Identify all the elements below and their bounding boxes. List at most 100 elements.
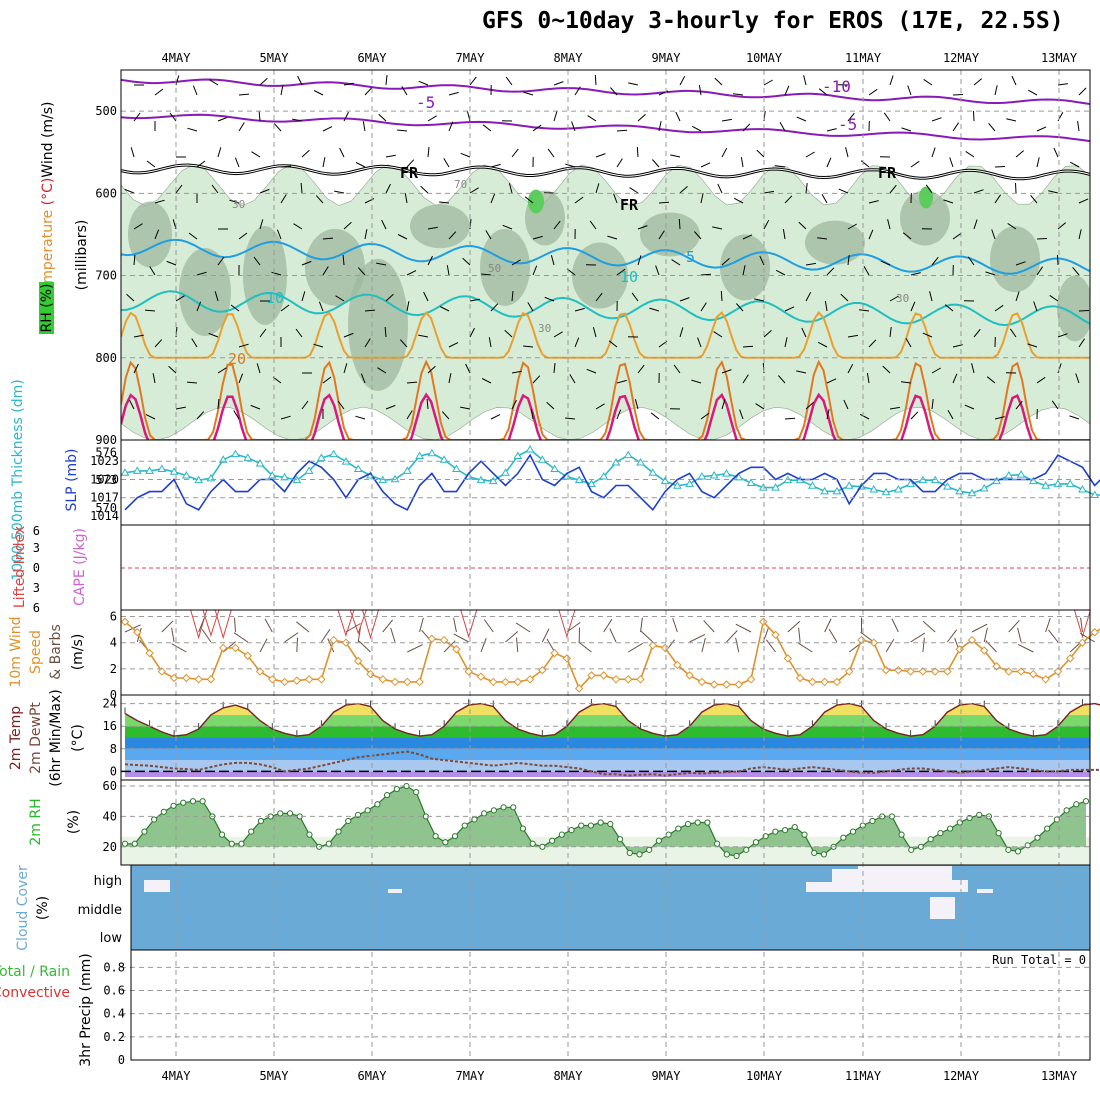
thickness-point [231, 449, 240, 458]
wind-speed-point [992, 662, 1001, 671]
thickness-tick: 570 [95, 501, 117, 515]
wind-barb [616, 268, 626, 276]
thickness-point [1016, 470, 1026, 478]
wind-barb [553, 81, 564, 86]
slp-line [124, 453, 1100, 512]
wind-barb [481, 378, 492, 384]
surface-wind-barb [828, 628, 838, 643]
wind-barb [720, 290, 723, 302]
wind-barb [671, 259, 681, 266]
wind-barb [670, 154, 681, 158]
wind-barb [587, 115, 597, 122]
contour-label: 20 [228, 350, 246, 368]
wind-barb [295, 328, 303, 338]
rh-point [772, 828, 779, 835]
wind-barb [637, 364, 645, 374]
wind-barb [1036, 238, 1048, 240]
wind-speed-point [439, 635, 449, 645]
precip-tick: 0.4 [103, 1007, 125, 1021]
rh-shading-50 [179, 248, 231, 336]
wind-barb [1078, 310, 1090, 312]
temp-tick: 8 [110, 742, 117, 756]
wind-barb [385, 404, 396, 410]
temperature-fill [125, 703, 1090, 777]
wind-barb [377, 367, 387, 374]
wind-barb [214, 291, 219, 302]
contour-label: -5 [416, 93, 435, 112]
date-label-bottom: 10MAY [746, 1069, 783, 1083]
thickness-point [145, 466, 154, 474]
rh-shading-50 [128, 201, 172, 268]
wind-speed-point [1090, 628, 1099, 637]
rh-point [1073, 801, 1080, 808]
wind-barb [322, 237, 334, 240]
wind-barb [1036, 266, 1044, 276]
wind-barb [301, 149, 310, 158]
freezing-level-inner [121, 164, 1090, 180]
li-tick: 6 [33, 601, 40, 615]
wind-speed-point [943, 667, 952, 676]
surface-wind-barb [566, 621, 581, 633]
rh-point [558, 831, 565, 838]
wind-barb [759, 255, 765, 266]
wind-barb [490, 414, 501, 420]
wind-barb [778, 375, 786, 384]
surface-wind-barb [259, 638, 268, 653]
wind-barb [798, 221, 807, 230]
wind-barb [217, 147, 222, 158]
surface-wind-barb [1048, 629, 1059, 643]
rh-point [1063, 807, 1070, 814]
thickness-point [808, 481, 817, 489]
li-tick: 0 [33, 561, 40, 575]
cloud-clear-patch [806, 882, 832, 892]
wind-barb [360, 373, 366, 384]
wind-barb [364, 338, 371, 348]
wind-barb [721, 118, 732, 122]
wind-barb [335, 295, 345, 302]
wind-barb [1006, 118, 1017, 122]
wind-barb [805, 291, 812, 302]
wind-barb [490, 163, 501, 168]
wind-speed-point [636, 675, 645, 684]
rh-point [131, 840, 138, 847]
wind-barb [362, 121, 366, 132]
wind-barb [381, 219, 387, 230]
wind-barb [188, 232, 198, 240]
rh-point [655, 837, 662, 844]
surface-wind-barb [480, 638, 487, 653]
rh-point [956, 819, 963, 826]
rh-shading-50 [305, 228, 365, 306]
wind-speed-point [1041, 675, 1050, 684]
wind-barb [700, 193, 704, 204]
wind-barb [186, 381, 198, 384]
contour-label: 70 [454, 178, 467, 191]
rh-point [189, 798, 197, 805]
wind-barb [910, 301, 916, 312]
wind-barb [523, 345, 534, 348]
rh-shading-70 [528, 189, 544, 214]
wind-barb [714, 77, 723, 86]
wind-barb [880, 260, 891, 266]
wind-barb [784, 417, 796, 420]
wind-barb [1007, 222, 1017, 230]
wind-barb [882, 365, 891, 374]
wind-speed-point [329, 635, 338, 645]
wind-barb [594, 74, 597, 86]
thickness-point [1053, 479, 1063, 487]
wind-speed-point [722, 680, 731, 689]
surface-wind-barb [885, 638, 895, 653]
wind-barb [1078, 229, 1082, 240]
wind-barb [280, 304, 290, 312]
wind-speed-point [906, 667, 915, 676]
thickness-point [906, 479, 915, 487]
wind-barb [694, 231, 702, 240]
wind-speed-point [366, 669, 375, 679]
surface-wind-barb [983, 627, 988, 643]
wind-barb [230, 304, 240, 312]
rh2m-axis-title-1: 2m RH [28, 798, 44, 845]
temp-tick: 24 [103, 697, 117, 711]
wind-barb [154, 199, 165, 204]
wind-barb [967, 256, 975, 266]
wind-barb [238, 373, 244, 384]
wind-speed-point [894, 665, 903, 675]
